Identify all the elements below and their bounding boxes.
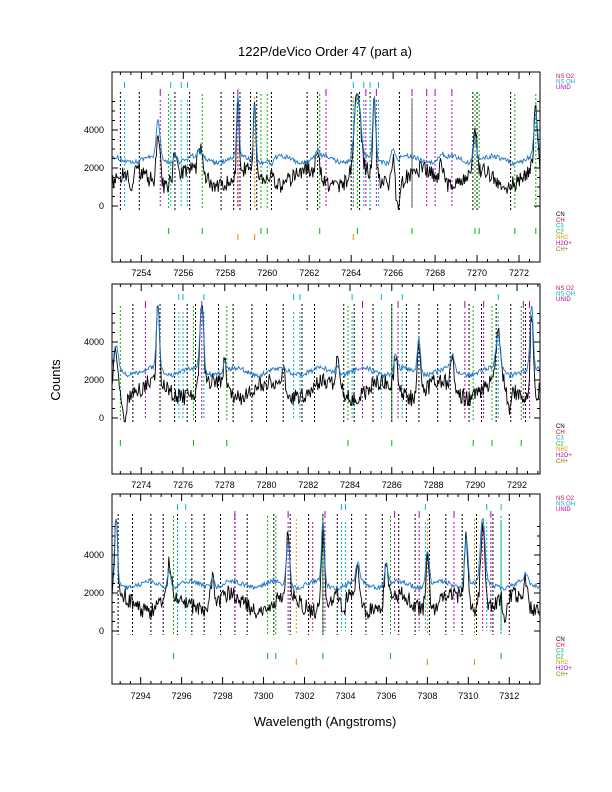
species-legend-entry: NH2 [556, 235, 569, 241]
x-tick-label: 7306 [376, 691, 396, 701]
y-tick-label: 4000 [84, 125, 104, 135]
x-tick-label: 7302 [294, 691, 314, 701]
species-legend-entry: H2O+ [556, 241, 572, 247]
x-tick-label: 7260 [257, 268, 277, 278]
y-tick-label: 2000 [84, 163, 104, 173]
x-tick-label: 7294 [131, 691, 151, 701]
x-tick-label: 7278 [215, 480, 235, 490]
y-tick-label: 4000 [84, 337, 104, 347]
x-tick-label: 7254 [131, 268, 151, 278]
x-tick-label: 7284 [340, 480, 360, 490]
top-legend-entry: NS OH [556, 292, 575, 298]
y-axis-label: Counts [48, 359, 63, 401]
top-legend-entry: UNID [556, 85, 571, 91]
x-tick-label: 7274 [131, 480, 151, 490]
species-legend-entry: H2O+ [556, 453, 572, 459]
species-legend-entry: CH [556, 643, 565, 649]
y-tick-label: 0 [99, 413, 104, 423]
model-spectrum [111, 518, 541, 592]
top-legend-entry: UNID [556, 507, 571, 513]
x-tick-label: 7266 [383, 268, 403, 278]
y-tick-label: 2000 [84, 375, 104, 385]
top-legend-entry: NS OH [556, 80, 575, 86]
species-legend-entry: C3 [556, 649, 564, 655]
species-legend-entry: CH+ [556, 672, 569, 678]
top-legend-entry: NS O2 [556, 286, 575, 292]
top-legend-entry: NS O2 [556, 496, 575, 502]
x-tick-label: 7304 [335, 691, 355, 701]
panel-1: 7254 7256 7258 7260 7262 7264 7266 7268 7270 7272… [84, 71, 575, 278]
y-tick-label: 4000 [84, 550, 104, 560]
x-tick-label: 7256 [173, 268, 193, 278]
x-tick-label: 7300 [254, 691, 274, 701]
species-legend-entry: CH [556, 218, 565, 224]
x-tick-label: 7288 [424, 480, 444, 490]
species-legend-entry: C2 [556, 654, 564, 660]
x-tick-label: 7276 [173, 480, 193, 490]
x-tick-label: 7308 [417, 691, 437, 701]
x-tick-label: 7258 [215, 268, 235, 278]
x-tick-label: 7290 [465, 480, 485, 490]
chart-title: 122P/deVico Order 47 (part a) [238, 44, 412, 59]
plot-frame [111, 493, 541, 685]
x-axis-label: Wavelength (Angstroms) [254, 714, 397, 729]
model-spectrum [111, 93, 541, 167]
species-legend-entry: CN [556, 424, 565, 430]
species-legend-entry: NH2 [556, 447, 569, 453]
plot-frame [111, 283, 541, 475]
x-tick-label: 7272 [509, 268, 529, 278]
panel-2: 7274 7276 7278 7280 7282 7284 7286 7288 7290 7292… [84, 283, 575, 490]
species-legend-entry: H2O+ [556, 666, 572, 672]
top-legend-entry: UNID [556, 297, 571, 303]
x-tick-label: 7282 [298, 480, 318, 490]
observed-spectrum [111, 305, 541, 423]
species-legend-entry: C3 [556, 436, 564, 442]
x-tick-label: 7280 [256, 480, 276, 490]
species-legend-entry: CH+ [556, 247, 569, 253]
species-legend-entry: CN [556, 212, 565, 218]
top-legend-entry: NS OH [556, 502, 575, 508]
species-legend-entry: NH2 [556, 660, 569, 666]
y-tick-label: 0 [99, 626, 104, 636]
x-tick-label: 7262 [299, 268, 319, 278]
x-tick-label: 7292 [507, 480, 527, 490]
x-tick-label: 7268 [425, 268, 445, 278]
x-tick-label: 7296 [172, 691, 192, 701]
y-tick-label: 0 [99, 201, 104, 211]
x-tick-label: 7264 [341, 268, 361, 278]
observed-spectrum [111, 518, 541, 624]
panel-3: 7294 7296 7298 7300 7302 7304 7306 7308 7310 7312… [84, 493, 575, 701]
species-legend-entry: C3 [556, 224, 564, 230]
x-tick-label: 7310 [458, 691, 478, 701]
top-legend-entry: NS O2 [556, 74, 575, 80]
observed-spectrum [111, 93, 541, 210]
species-legend-entry: CN [556, 637, 565, 643]
x-tick-label: 7298 [213, 691, 233, 701]
species-legend-entry: CH [556, 430, 565, 436]
plot-frame [111, 71, 541, 263]
x-tick-label: 7270 [467, 268, 487, 278]
x-tick-label: 7286 [382, 480, 402, 490]
species-legend-entry: CH+ [556, 459, 569, 465]
x-tick-label: 7312 [499, 691, 519, 701]
species-legend-entry: C2 [556, 441, 564, 447]
species-legend-entry: C2 [556, 229, 564, 235]
y-tick-label: 2000 [84, 588, 104, 598]
model-spectrum [111, 305, 541, 379]
